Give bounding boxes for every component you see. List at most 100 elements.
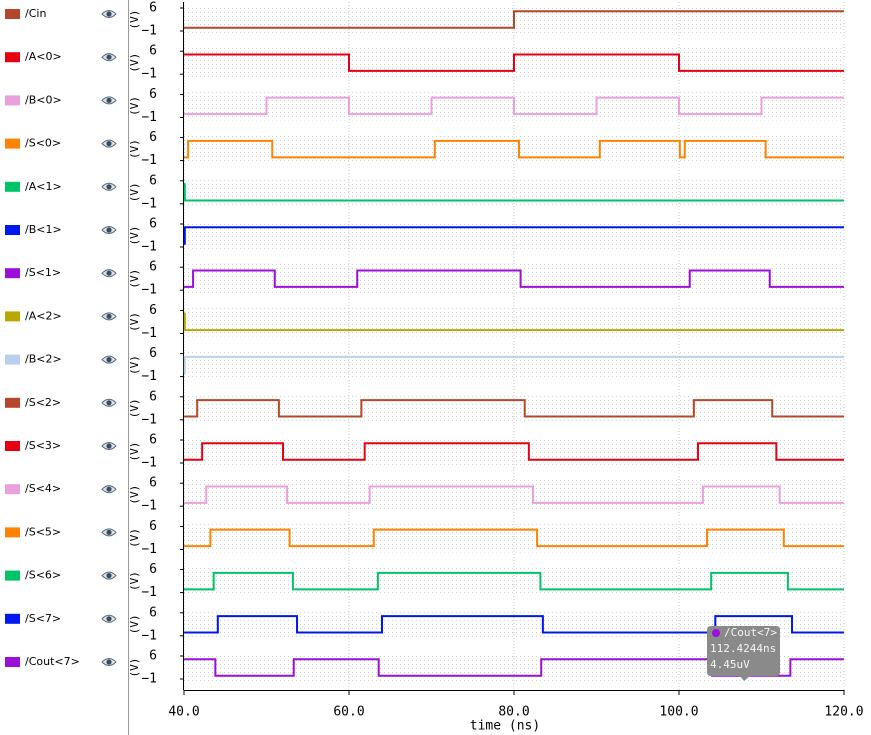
eye-pupil <box>106 270 112 276</box>
y-tick-label: 6 <box>149 649 157 664</box>
legend-label: /A<1> <box>25 180 62 193</box>
visibility-toggle[interactable] <box>101 96 117 105</box>
visibility-toggle[interactable] <box>101 442 117 450</box>
legend-label: /Cout<7> <box>25 655 80 668</box>
y-tick-label: 6 <box>149 562 157 577</box>
legend-label: /Cin <box>25 7 46 20</box>
legend-label: /A<0> <box>25 50 62 63</box>
waveform <box>184 53 844 72</box>
waveform <box>184 96 844 116</box>
eye-pupil <box>106 529 112 535</box>
tooltip-name: /Cout<7> <box>724 626 777 639</box>
visibility-toggle[interactable] <box>101 53 117 62</box>
y-tick-label: 6 <box>149 303 157 318</box>
legend-swatch <box>5 138 20 149</box>
y-axis-label: (V) <box>128 485 141 505</box>
visibility-toggle[interactable] <box>101 312 117 321</box>
waveform <box>183 355 844 375</box>
legend-swatch <box>5 527 20 538</box>
plot-background <box>184 523 844 553</box>
x-tick-label: 80.0 <box>498 705 529 720</box>
y-tick-label: −1 <box>141 110 157 125</box>
waveform <box>184 139 844 159</box>
x-tick-label: 40.0 <box>168 705 199 720</box>
waveform <box>183 312 844 332</box>
y-tick-label: −1 <box>141 412 157 427</box>
eye-pupil <box>106 573 112 579</box>
legend-label: /S<7> <box>25 612 61 625</box>
y-axis-label: (V) <box>128 269 141 289</box>
y-tick-label: −1 <box>141 672 157 687</box>
y-axis-label: (V) <box>128 398 141 418</box>
legend-label: /A<2> <box>25 309 62 322</box>
visibility-toggle[interactable] <box>101 614 117 623</box>
legend-label: /S<5> <box>25 525 61 538</box>
visibility-toggle[interactable] <box>101 658 117 666</box>
y-tick-label: 6 <box>149 1 157 16</box>
y-axis-label: (V) <box>128 10 141 30</box>
y-tick-label: 6 <box>149 260 157 275</box>
y-tick-label: 6 <box>149 87 157 102</box>
visibility-toggle[interactable] <box>101 398 117 407</box>
tooltip-time: 112.4244ns <box>710 642 776 655</box>
legend-swatch <box>5 268 20 279</box>
y-tick-label: −1 <box>141 499 157 514</box>
eye-pupil <box>106 357 112 363</box>
y-tick-label: 6 <box>149 605 157 620</box>
y-tick-label: −1 <box>141 153 157 168</box>
x-tick-label: 100.0 <box>659 705 698 720</box>
y-tick-label: −1 <box>141 283 157 298</box>
tooltip-marker <box>712 629 720 637</box>
y-tick-label: 6 <box>149 389 157 404</box>
waveform <box>184 615 844 634</box>
x-tick-label: 60.0 <box>333 705 364 720</box>
y-axis-label: (V) <box>128 614 141 634</box>
y-tick-label: 6 <box>149 519 157 534</box>
y-tick-label: −1 <box>141 585 157 600</box>
legend-label: /S<4> <box>25 482 61 495</box>
waveform <box>184 571 844 591</box>
waveform <box>184 442 844 461</box>
legend-label: /B<1> <box>25 223 62 236</box>
y-tick-label: 6 <box>149 433 157 448</box>
eye-pupil <box>106 443 112 449</box>
plot-background <box>184 307 844 337</box>
visibility-toggle[interactable] <box>101 226 117 234</box>
waveform <box>183 183 844 202</box>
visibility-toggle[interactable] <box>101 182 117 191</box>
legend-swatch <box>5 52 20 63</box>
y-axis-label: (V) <box>128 226 141 246</box>
visibility-toggle[interactable] <box>101 269 117 278</box>
y-tick-label: −1 <box>141 326 157 341</box>
y-tick-label: 6 <box>149 130 157 145</box>
waveform <box>184 485 844 504</box>
legend-label: /S<1> <box>25 266 61 279</box>
y-tick-label: −1 <box>141 456 157 471</box>
legend-label: /S<3> <box>25 439 61 452</box>
legend-swatch <box>5 354 20 365</box>
eye-pupil <box>106 400 112 406</box>
eye-pupil <box>106 97 112 103</box>
eye-pupil <box>106 141 112 147</box>
y-axis-label: (V) <box>128 139 141 159</box>
waveform <box>184 528 844 548</box>
y-axis-label: (V) <box>128 442 141 462</box>
tooltip-value: 4.45uV <box>710 658 750 671</box>
visibility-toggle[interactable] <box>101 139 117 148</box>
legend-swatch <box>5 95 20 106</box>
tooltip: /Cout<7> 112.4244ns 4.45uV <box>707 626 780 681</box>
visibility-toggle[interactable] <box>101 528 117 537</box>
visibility-toggle[interactable] <box>101 355 117 364</box>
visibility-toggle[interactable] <box>101 10 117 18</box>
y-tick-label: 6 <box>149 44 157 59</box>
waveform <box>184 269 844 288</box>
y-axis-label: (V) <box>128 658 141 678</box>
eye-pupil <box>106 616 112 622</box>
legend-swatch <box>5 9 20 19</box>
legend-swatch <box>5 181 20 192</box>
visibility-toggle[interactable] <box>101 571 117 580</box>
eye-pupil <box>106 486 112 492</box>
y-tick-label: 6 <box>149 217 157 232</box>
visibility-toggle[interactable] <box>101 485 117 494</box>
